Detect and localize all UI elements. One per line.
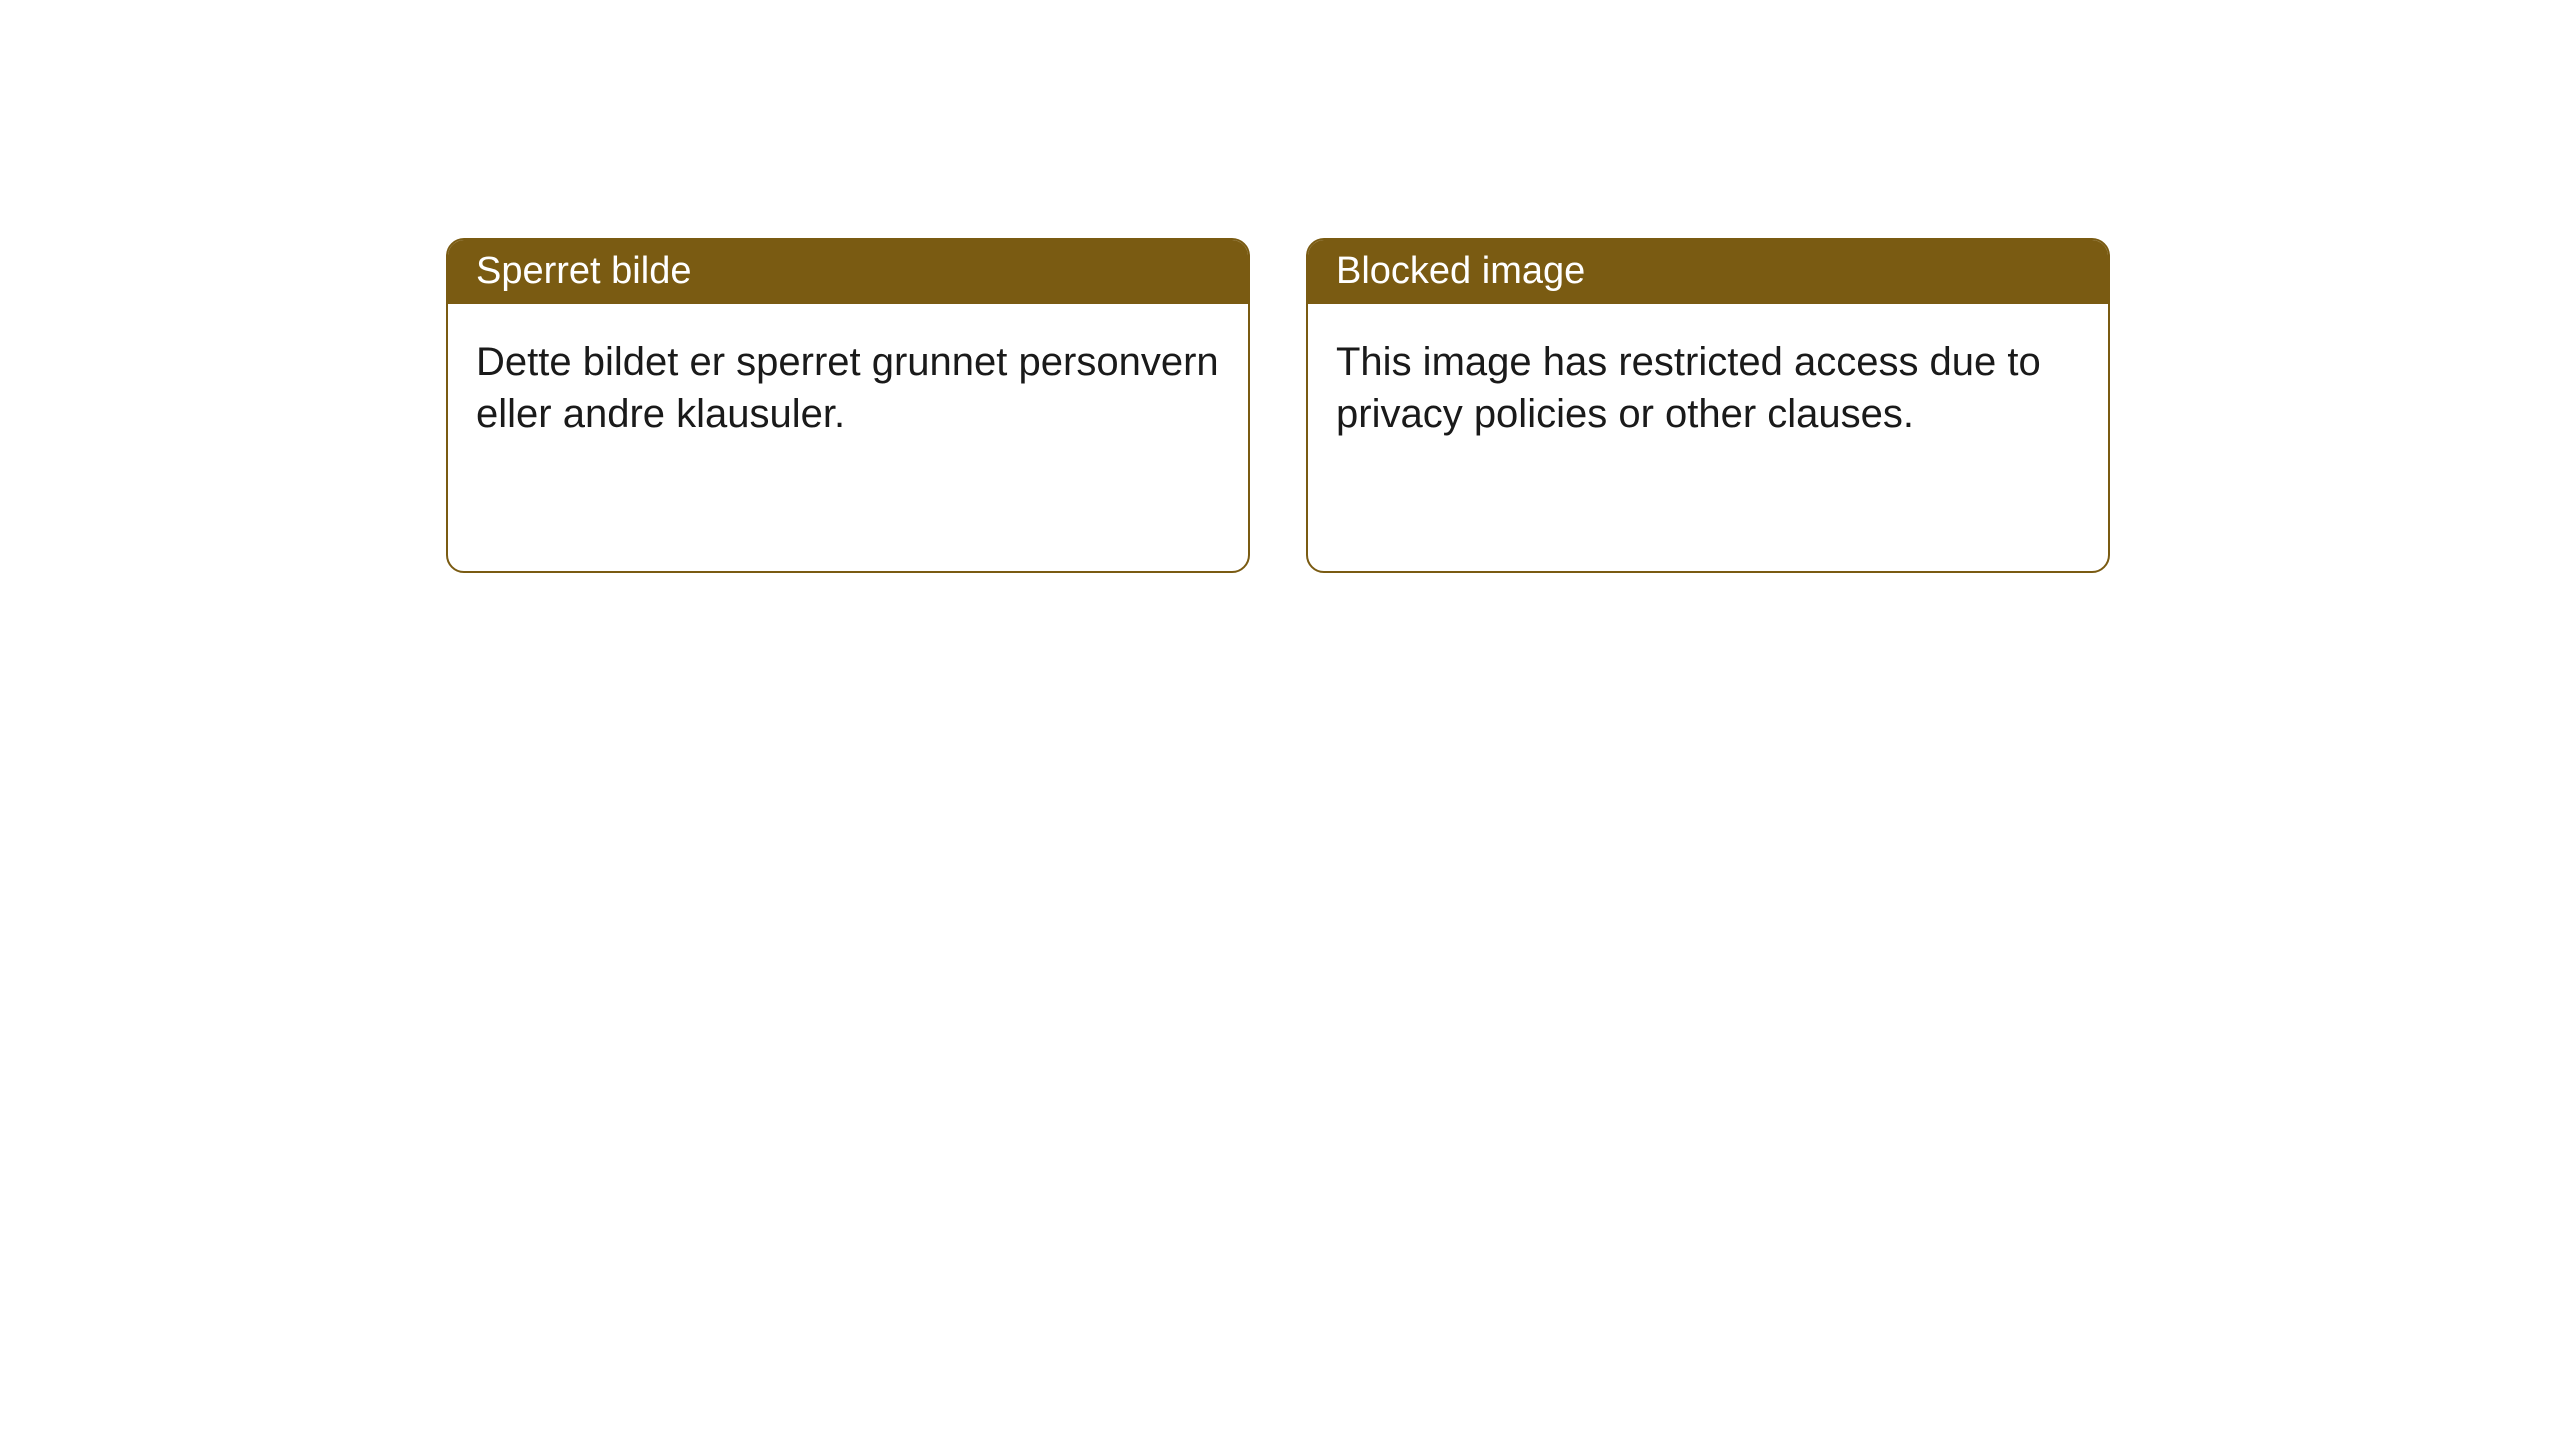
- notice-container: Sperret bilde Dette bildet er sperret gr…: [0, 0, 2560, 573]
- notice-body: Dette bildet er sperret grunnet personve…: [448, 304, 1248, 472]
- notice-card-english: Blocked image This image has restricted …: [1306, 238, 2110, 573]
- notice-card-norwegian: Sperret bilde Dette bildet er sperret gr…: [446, 238, 1250, 573]
- notice-title: Blocked image: [1308, 240, 2108, 304]
- notice-title: Sperret bilde: [448, 240, 1248, 304]
- notice-body: This image has restricted access due to …: [1308, 304, 2108, 472]
